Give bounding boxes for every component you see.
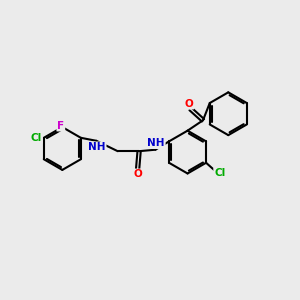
Text: NH: NH <box>88 142 106 152</box>
Text: NH: NH <box>147 138 165 148</box>
Text: Cl: Cl <box>31 133 42 143</box>
Text: O: O <box>185 99 194 109</box>
Text: Cl: Cl <box>214 168 225 178</box>
Text: O: O <box>133 169 142 179</box>
Text: F: F <box>57 121 64 130</box>
